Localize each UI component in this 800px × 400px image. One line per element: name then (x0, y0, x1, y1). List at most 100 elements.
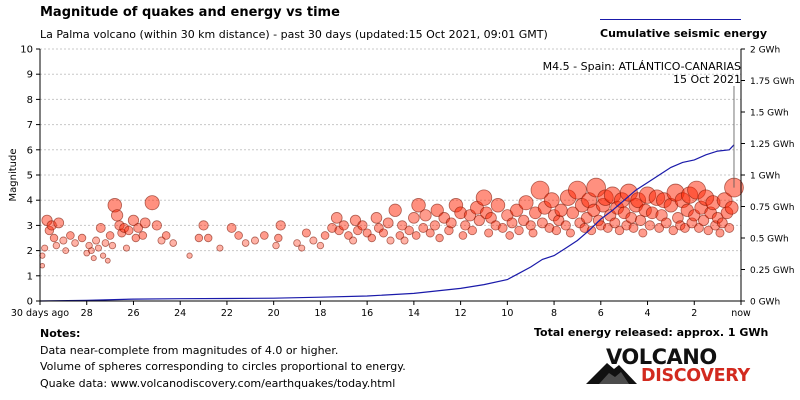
earthquake-point (122, 244, 130, 252)
earthquake-point (644, 220, 655, 231)
earthquake-point (198, 220, 209, 231)
y-axis-title: Magnitude (8, 149, 19, 202)
x-tick-label: 24 (174, 308, 186, 319)
earthquake-point (301, 228, 311, 238)
y2-tick-label: 0.75 GWh (750, 203, 794, 213)
earthquake-point (66, 231, 75, 240)
earthquake-point (71, 239, 79, 247)
earthquake-point (485, 212, 497, 224)
x-tick-label: 10 (501, 308, 513, 319)
y-tick-label: 4 (27, 196, 33, 207)
earthquake-point (131, 233, 141, 243)
x-tick-label: 28 (81, 308, 93, 319)
earthquake-point (151, 220, 162, 231)
earthquake-point (378, 228, 388, 238)
y2-tick-label: 1 GWh (750, 172, 780, 182)
earthquake-point (411, 198, 426, 213)
earthquake-point (275, 220, 286, 231)
earthquake-point (107, 198, 122, 213)
earthquake-point (425, 228, 435, 238)
earthquake-point (609, 217, 621, 229)
y2-tick-label: 0.5 GWh (750, 235, 789, 245)
x-tick-label: 20 (268, 308, 280, 319)
notes-line-3: Quake data: www.volcanodiscovery.com/ear… (40, 376, 396, 390)
earthquake-point (105, 231, 115, 240)
earthquake-point (484, 228, 494, 238)
earthquake-point (62, 247, 70, 255)
y2-tick-label: 1.75 GWh (750, 77, 794, 87)
earthquake-point (349, 236, 358, 245)
earthquake-point (543, 192, 560, 209)
earthquake-point (686, 217, 698, 229)
earthquake-point (703, 225, 713, 236)
earthquake-point (418, 223, 429, 233)
earthquake-point (127, 214, 140, 226)
earthquake-point (586, 225, 597, 236)
earthquake-point (39, 263, 46, 269)
earthquake-point (250, 236, 259, 245)
y2-tick-label: 1.5 GWh (750, 109, 789, 119)
chart-title: Magnitude of quakes and energy vs time (40, 5, 340, 20)
earthquake-point (566, 206, 580, 220)
earthquake-point (90, 255, 97, 262)
earthquake-point (99, 252, 107, 259)
earthquake-point (94, 244, 102, 252)
earthquake-point (490, 198, 506, 213)
earthquake-point (114, 220, 125, 231)
earthquake-point (660, 217, 672, 229)
earthquake-point (625, 212, 637, 224)
earthquake-point (715, 228, 725, 238)
x-tick-label: 14 (408, 308, 420, 319)
y-tick-label: 5 (27, 171, 33, 182)
earthquake-point (530, 180, 550, 200)
annotation-date: 15 Oct 2021 (673, 73, 741, 86)
earthquake-point (408, 212, 420, 224)
legend-label: Cumulative seismic energy (600, 27, 768, 40)
earthquake-point (316, 241, 325, 250)
y2-tick-label: 1.25 GWh (750, 140, 794, 150)
earthquake-point (680, 223, 690, 233)
earthquake-point (104, 257, 111, 264)
earthquake-point (138, 231, 148, 240)
earthquake-point (388, 203, 402, 217)
x-tick-label: 26 (127, 308, 139, 319)
earthquake-point (475, 189, 493, 206)
earthquake-point (411, 231, 421, 240)
earthquake-point (44, 225, 55, 236)
earthquake-point (467, 225, 477, 236)
earthquake-point (579, 223, 590, 233)
earthquake-point (497, 223, 508, 233)
earthquake-point (272, 241, 280, 250)
earthquake-point (373, 223, 384, 233)
x-tick-label: 30 days ago (11, 308, 69, 319)
volcanodiscovery-logo: VOLCANO DISCOVERY (585, 344, 760, 394)
earthquake-point (226, 223, 237, 233)
annotation-title: M4.5 - Spain: ATLÁNTICO-CANARIAS (543, 60, 741, 73)
earthquake-point (430, 203, 444, 217)
earthquake-point (274, 233, 283, 243)
earthquake-point (645, 206, 659, 220)
total-energy-label: Total energy released: approx. 1 GWh (534, 326, 769, 339)
earthquake-point (435, 233, 444, 243)
earthquake-point (117, 228, 127, 238)
earthquake-point (458, 231, 468, 240)
earthquake-point (654, 223, 665, 233)
earthquake-point (293, 239, 301, 247)
x-tick-label: 16 (361, 308, 373, 319)
earthquake-point (327, 223, 337, 233)
earthquake-point (551, 225, 562, 236)
earthquake-point (554, 203, 568, 217)
y2-tick-label: 0 GWh (750, 298, 780, 308)
earthquake-bubbles (39, 177, 744, 269)
earthquake-point (41, 244, 49, 252)
earthquake-point (514, 225, 524, 236)
y-tick-label: 3 (27, 221, 33, 232)
earthquake-point (454, 206, 467, 220)
earthquake-point (536, 217, 548, 229)
earthquake-point (628, 223, 639, 233)
chart-annotation: M4.5 - Spain: ATLÁNTICO-CANARIAS 15 Oct … (543, 60, 741, 86)
x-tick-label: 6 (598, 308, 604, 319)
earthquake-point (724, 200, 739, 215)
earthquake-point (133, 223, 144, 233)
